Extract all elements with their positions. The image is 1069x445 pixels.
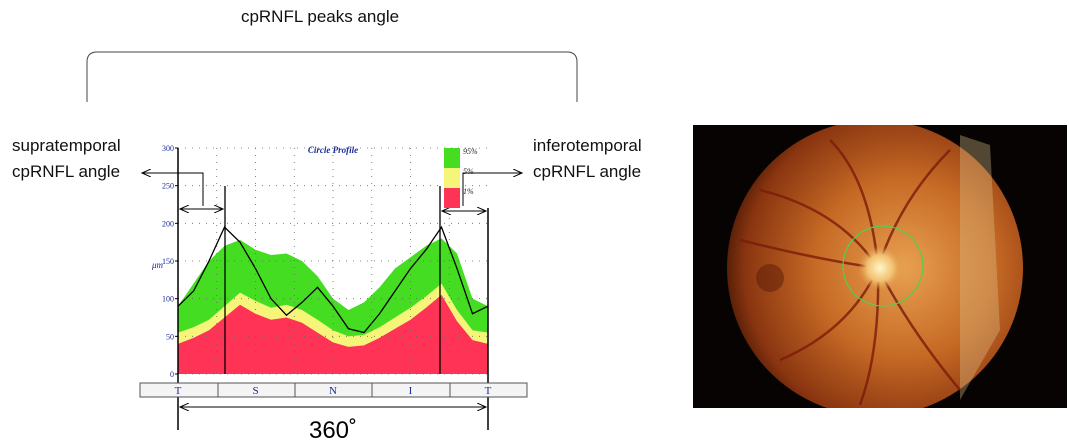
sector-label: T <box>175 385 182 397</box>
legend-swatch <box>444 168 460 188</box>
sector-label: T <box>485 385 492 397</box>
legend-label: 95% <box>463 147 478 156</box>
y-tick-label: 150 <box>162 257 174 266</box>
sector-label: N <box>329 385 337 397</box>
bracket <box>87 52 577 102</box>
span-label: 360˚ <box>309 417 357 444</box>
top-annotation: cpRNFL peaks angle <box>241 7 399 26</box>
legend-swatch <box>444 188 460 208</box>
legend-label: 1% <box>463 187 474 196</box>
sector-label: I <box>409 385 413 397</box>
supra-line-2: cpRNFL angle <box>12 162 120 181</box>
chart-title: Circle Profile <box>308 145 358 155</box>
sector-label: S <box>252 385 258 397</box>
figure: cpRNFL peaks angle supratemporal cpRNFL … <box>0 0 1069 445</box>
y-tick-label: 300 <box>162 144 174 153</box>
y-tick-label: 250 <box>162 182 174 191</box>
y-tick-label: 50 <box>166 332 174 341</box>
infero-line-2: cpRNFL angle <box>533 162 641 181</box>
y-tick-label: 200 <box>162 219 174 228</box>
supra-line-1: supratemporal <box>12 136 121 155</box>
y-tick-label: 100 <box>162 295 174 304</box>
infero-line-1: inferotemporal <box>533 136 642 155</box>
y-tick-label: 0 <box>170 370 174 379</box>
fundus-photo <box>693 120 1067 416</box>
legend-swatch <box>444 148 460 168</box>
legend-label: 5% <box>463 167 474 176</box>
